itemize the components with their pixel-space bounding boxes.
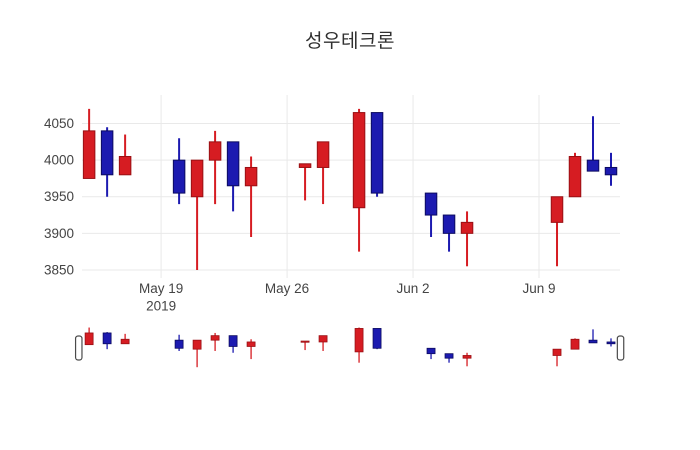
mini-candle-body [588, 339, 598, 344]
mini-candle-2019-05-22 [210, 332, 220, 351]
mini-candle-2019-05-24 [246, 339, 256, 360]
x-tick-sublabel: 2019 [146, 299, 176, 314]
mini-candle-body [372, 328, 382, 349]
mini-candle-body [606, 341, 616, 345]
candle-2019-06-13[interactable] [604, 152, 618, 186]
candle-2019-06-03[interactable] [424, 192, 438, 238]
mini-candle-2019-06-13 [606, 338, 616, 347]
axis-labels: 3850 3900 3950 4000 4050 May 19 2019 May 26 Jun … [44, 116, 556, 313]
mini-candle-body [318, 335, 328, 343]
candle-body[interactable] [82, 130, 96, 179]
mini-candle-body [84, 332, 94, 346]
mini-candle-2019-06-03 [426, 347, 436, 360]
candle-body[interactable] [604, 166, 618, 176]
candle-body[interactable] [226, 141, 240, 187]
x-tick-label: May 26 [265, 281, 309, 296]
plot-area[interactable] [82, 95, 620, 278]
candle-2019-05-17[interactable] [118, 134, 132, 176]
mini-candle-body [246, 341, 256, 347]
mini-candle-2019-06-05 [462, 352, 472, 367]
candle-2019-05-30[interactable] [352, 108, 366, 252]
candle-body[interactable] [568, 155, 582, 198]
candle-body[interactable] [100, 130, 114, 176]
y-tick-label: 3850 [44, 262, 74, 277]
mini-candle-2019-06-11 [570, 338, 580, 350]
candles-layer [82, 108, 618, 270]
candle-body[interactable] [550, 196, 564, 223]
candle-2019-06-10[interactable] [550, 196, 564, 267]
candle-2019-05-28[interactable] [316, 141, 330, 205]
range-slider-left-handle[interactable] [74, 335, 83, 361]
candle-body[interactable] [442, 214, 456, 234]
mini-candle-2019-05-28 [318, 335, 328, 351]
mini-candle-2019-05-27 [300, 340, 310, 351]
mini-candle-body [228, 335, 238, 347]
mini-candle-body [462, 355, 472, 359]
mini-candle-body [426, 347, 436, 355]
candle-body[interactable] [352, 112, 366, 209]
candle-2019-06-04[interactable] [442, 214, 456, 252]
candle-body[interactable] [118, 155, 132, 176]
mini-candle-body [354, 328, 364, 353]
x-tick-label: Jun 2 [397, 281, 430, 296]
mini-candle-2019-06-12 [588, 329, 598, 344]
mini-candle-2019-05-21 [192, 339, 202, 368]
candle-2019-05-21[interactable] [190, 159, 204, 270]
x-tick-label: Jun 9 [523, 281, 556, 296]
candle-body[interactable] [316, 141, 330, 168]
mini-candle-body [552, 348, 562, 356]
mini-candle-2019-06-04 [444, 353, 454, 363]
candle-body[interactable] [190, 159, 204, 198]
candle-2019-05-27[interactable] [298, 163, 312, 201]
candle-2019-05-20[interactable] [172, 138, 186, 205]
mini-candle-2019-05-31 [372, 328, 382, 350]
range-slider-right-handle[interactable] [616, 335, 625, 361]
mini-candle-2019-05-23 [228, 335, 238, 353]
candle-body[interactable] [208, 141, 222, 161]
mini-candle-body [570, 338, 580, 350]
mini-candle-body [192, 339, 202, 350]
candle-2019-06-05[interactable] [460, 211, 474, 267]
mini-candle-2019-06-10 [552, 348, 562, 367]
candle-2019-06-12[interactable] [586, 116, 600, 172]
chart-title: 성우테크론 [305, 31, 395, 52]
candle-body[interactable] [172, 159, 186, 194]
range-slider[interactable] [74, 324, 625, 374]
mini-candle-2019-05-20 [174, 334, 184, 351]
range-slider-track[interactable] [82, 324, 620, 374]
y-tick-label: 3900 [44, 226, 74, 241]
candle-body[interactable] [298, 163, 312, 168]
mini-candle-2019-05-15 [84, 327, 94, 346]
candle-2019-05-24[interactable] [244, 156, 258, 238]
candle-2019-05-22[interactable] [208, 130, 222, 205]
y-tick-label: 4000 [44, 153, 74, 168]
mini-candle-body [174, 339, 184, 349]
candle-body[interactable] [586, 159, 600, 172]
y-tick-label: 3950 [44, 189, 74, 204]
candle-2019-05-16[interactable] [100, 127, 114, 197]
mini-candle-body [210, 335, 220, 341]
mini-candle-2019-05-30 [354, 327, 364, 363]
mini-candle-body [102, 332, 112, 345]
mini-candle-2019-05-16 [102, 332, 112, 350]
candle-2019-05-15[interactable] [82, 108, 96, 179]
candle-2019-05-23[interactable] [226, 141, 240, 212]
candle-body[interactable] [370, 112, 384, 194]
y-tick-label: 4050 [44, 116, 74, 131]
mini-candle-body [300, 340, 310, 343]
mini-candle-body [444, 353, 454, 359]
candle-body[interactable] [424, 192, 438, 216]
mini-candle-2019-05-17 [120, 333, 130, 345]
gridlines [82, 95, 620, 278]
mini-candle-body [120, 338, 130, 345]
candle-body[interactable] [244, 166, 258, 187]
candle-2019-06-11[interactable] [568, 152, 582, 198]
candle-body[interactable] [460, 221, 474, 234]
candle-2019-05-31[interactable] [370, 112, 384, 197]
x-tick-label: May 19 [139, 281, 183, 296]
